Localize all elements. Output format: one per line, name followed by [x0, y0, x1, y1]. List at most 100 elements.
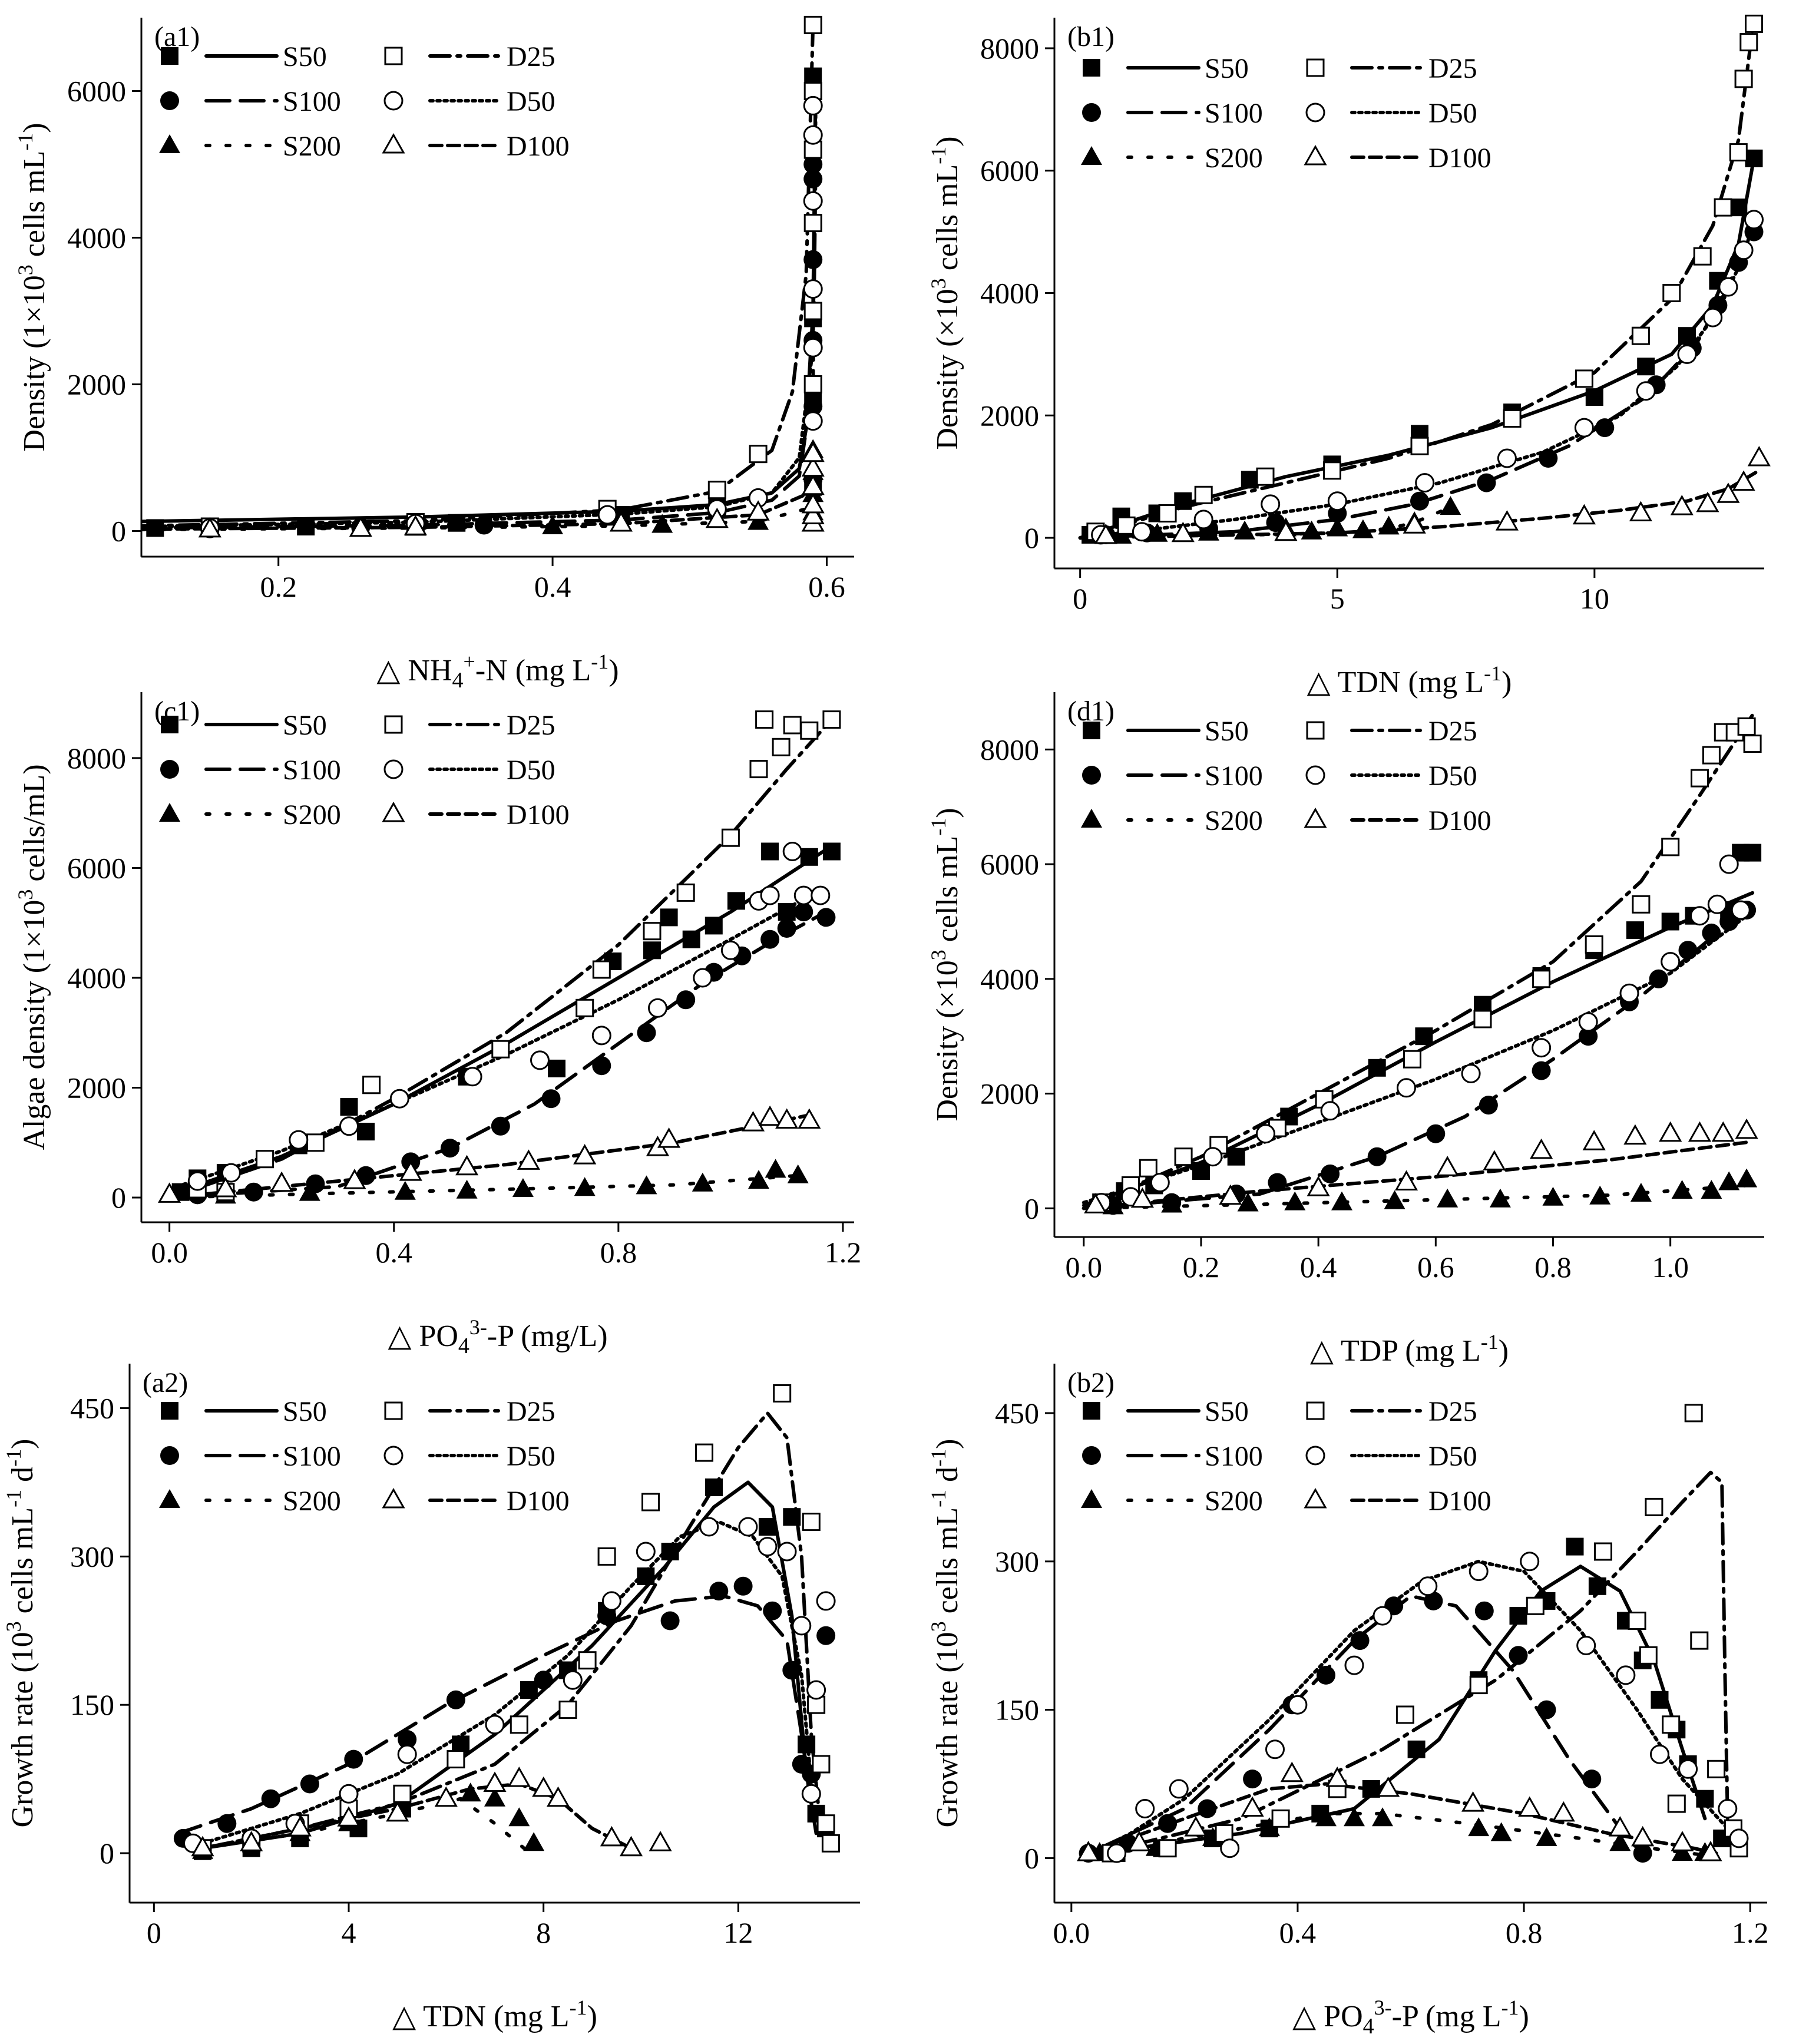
- y-tick-label: 2000: [67, 1071, 126, 1104]
- point-d50: [1520, 1552, 1540, 1572]
- legend-label-d25: D25: [1428, 716, 1477, 747]
- point-d100: [1689, 1122, 1711, 1142]
- point-d50: [760, 885, 780, 905]
- legend-marker-d50: [1305, 765, 1325, 785]
- legend-label-d50: D50: [507, 86, 555, 117]
- fit-line-s50: [201, 1480, 818, 1850]
- point-s50: [1696, 1790, 1714, 1808]
- fit-curves: [1078, 16, 1761, 540]
- point-d25: [755, 710, 774, 729]
- y-tick-label: 0: [100, 1837, 114, 1870]
- point-s50: [705, 917, 723, 935]
- point-s50: [146, 519, 164, 537]
- legend-marker-s50: [161, 1402, 178, 1420]
- point-s200: [1331, 1191, 1352, 1210]
- x-tick-label: 1.2: [1732, 1916, 1769, 1949]
- point-d50: [803, 125, 823, 145]
- legend-marker-d100: [382, 802, 405, 822]
- x-tick-label: 4: [342, 1916, 356, 1949]
- point-s200: [523, 1832, 545, 1851]
- y-axis-label: Density (×103 cells mL-1): [927, 808, 964, 1121]
- x-axis-label: △ TDP (mg L-1): [1310, 1330, 1509, 1368]
- point-d50: [782, 842, 802, 861]
- point-d25: [1639, 1646, 1658, 1665]
- legend-label-s50: S50: [283, 710, 327, 741]
- point-s100: [1595, 418, 1615, 438]
- x-tick-label: 0.6: [808, 570, 845, 603]
- point-s50: [1241, 471, 1259, 489]
- legend-marker-d50: [1305, 102, 1325, 123]
- legend-label-s100: S100: [283, 1441, 341, 1472]
- legend-label-d100: D100: [1428, 143, 1491, 174]
- point-d100: [742, 1112, 764, 1132]
- point-s50: [682, 930, 700, 948]
- x-tick-label: 0.6: [1417, 1251, 1454, 1284]
- point-s50: [1626, 921, 1644, 940]
- point-d25: [393, 1784, 412, 1803]
- legend-label-d25: D25: [507, 1396, 555, 1427]
- legend-marker-d100: [1304, 1489, 1327, 1509]
- x-axis-label: △ TDN (mg L-1): [392, 1996, 597, 2033]
- point-d25: [1739, 33, 1758, 52]
- y-tick-label: 0: [1024, 1192, 1039, 1225]
- fit-line-d50: [167, 888, 822, 1191]
- point-d50: [397, 1744, 417, 1764]
- legend-label-d100: D100: [1428, 1486, 1491, 1517]
- point-s100: [1537, 1700, 1556, 1719]
- x-tick-label: 0.2: [1183, 1251, 1220, 1284]
- legend-marker-s100: [160, 760, 179, 779]
- panel-d1: 0.0 0.2 0.4 0.6 0.8 1.002000400060008000(d1)△…: [927, 692, 1764, 1368]
- point-d100: [270, 1172, 293, 1192]
- legend-label-d100: D100: [1428, 805, 1491, 836]
- point-d25: [1526, 1596, 1545, 1615]
- point-d25: [822, 710, 841, 729]
- point-d100: [1659, 1122, 1682, 1142]
- point-d50: [792, 1616, 812, 1636]
- y-tick-label: 0: [1024, 1841, 1039, 1874]
- point-d50: [1288, 1695, 1308, 1715]
- point-d25: [1690, 1631, 1709, 1650]
- legend-marker-s50: [161, 47, 178, 65]
- legend-marker-s100: [1082, 1446, 1101, 1465]
- point-d25: [749, 760, 768, 779]
- point-s50: [340, 1098, 358, 1116]
- point-d50: [1532, 1038, 1552, 1058]
- point-s200: [1718, 1171, 1740, 1190]
- legend-marker-s200: [159, 1489, 180, 1508]
- point-d50: [1107, 1843, 1127, 1863]
- point-d100: [1583, 1130, 1605, 1150]
- point-s200: [1372, 1807, 1393, 1827]
- point-d100: [658, 1128, 680, 1148]
- x-tick-label: 0: [1073, 582, 1087, 615]
- legend-marker-d100: [1304, 145, 1327, 166]
- legend-marker-d100: [382, 134, 405, 154]
- y-tick-label: 450: [995, 1397, 1039, 1430]
- point-d25: [749, 445, 768, 464]
- point-d50: [601, 1591, 621, 1611]
- point-d25: [1631, 326, 1650, 345]
- point-s100: [1479, 1096, 1498, 1115]
- point-d100: [1552, 1802, 1575, 1822]
- point-s100: [441, 1139, 459, 1158]
- point-s50: [660, 908, 678, 927]
- point-d50: [1690, 906, 1709, 926]
- point-d100: [1632, 1827, 1654, 1847]
- point-d50: [1661, 952, 1681, 972]
- point-d25: [707, 481, 726, 500]
- y-tick-label: 4000: [67, 221, 126, 254]
- point-s100: [491, 1116, 510, 1136]
- point-d25: [306, 1133, 325, 1152]
- legend-label-s200: S200: [1205, 143, 1263, 174]
- legend: S50 S100 S200 D25 D50 D100: [159, 41, 570, 162]
- panel-a2: 0 4 8 12 0 150 300 450 (a2) △ TDN (mg L-1) Growth …: [2, 1364, 860, 2033]
- point-d25: [803, 302, 822, 320]
- point-s50: [1227, 1147, 1245, 1166]
- point-d50: [1261, 494, 1281, 514]
- point-d100: [1671, 1831, 1694, 1851]
- point-d25: [1729, 143, 1748, 162]
- point-d50: [1265, 1739, 1285, 1759]
- point-d25: [1575, 369, 1593, 388]
- point-d50: [485, 1715, 505, 1735]
- legend-marker-d25: [384, 715, 403, 734]
- point-d25: [597, 1547, 616, 1566]
